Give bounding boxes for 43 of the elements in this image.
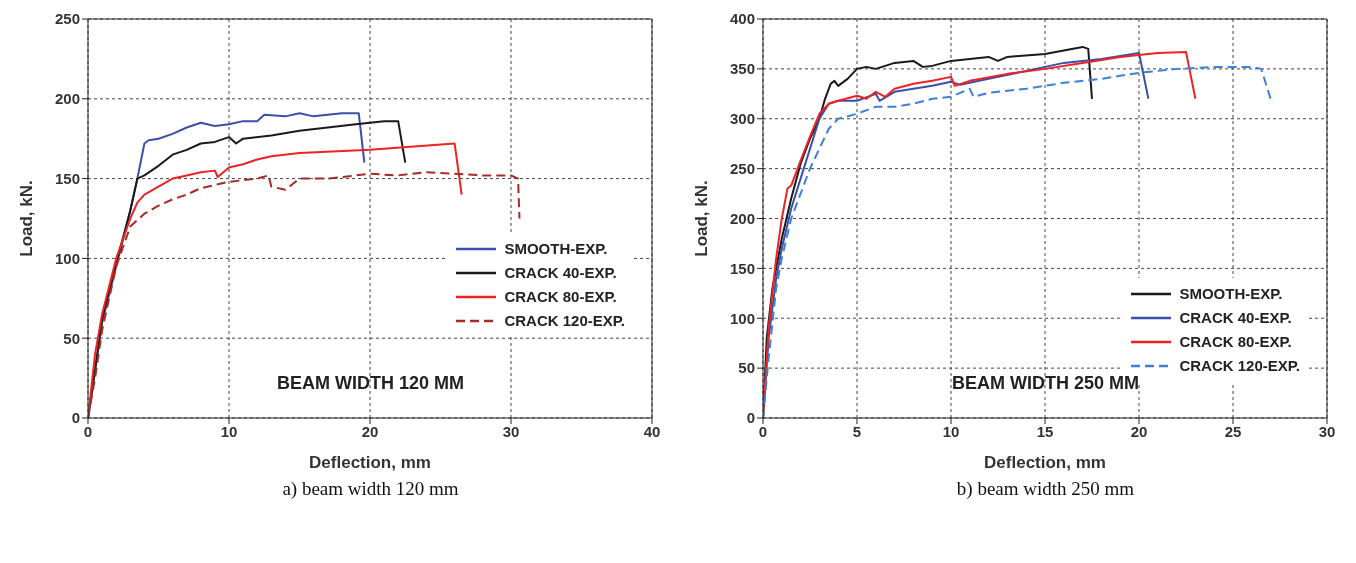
legend-label: CRACK 80-EXP. [1179, 332, 1292, 352]
y-tick-label: 250 [54, 10, 80, 28]
x-axis-title: Deflection, mm [309, 453, 431, 472]
y-tick-label: 200 [54, 90, 80, 108]
x-tick-label: 30 [1318, 422, 1336, 440]
x-tick-label: 10 [942, 422, 960, 440]
legend-label: CRACK 120-EXP. [504, 311, 625, 331]
y-tick-label: 250 [729, 159, 755, 177]
x-tick-label: 40 [643, 422, 661, 440]
y-axis-title: Load, kN. [17, 180, 37, 257]
y-tick-label: 300 [729, 110, 755, 128]
text: a) beam width 120 mm [281, 478, 460, 500]
y-axis-title: Load, kN. [692, 180, 712, 257]
x-tick-label: 25 [1224, 422, 1242, 440]
y-tick-label: 100 [729, 309, 755, 327]
legend-label: SMOOTH-EXP. [1179, 284, 1283, 304]
legend-label: CRACK 80-EXP. [504, 287, 617, 307]
x-tick-label: 0 [83, 422, 93, 440]
y-tick-label: 100 [54, 249, 80, 267]
annotation: BEAM WIDTH 120 MM [276, 373, 465, 394]
y-tick-label: 150 [729, 259, 755, 277]
y-tick-label: 350 [729, 60, 755, 78]
y-tick-label: 400 [729, 10, 755, 28]
x-tick-label: 30 [502, 422, 520, 440]
x-tick-label: 20 [1130, 422, 1148, 440]
x-tick-label: 20 [361, 422, 379, 440]
legend-label: SMOOTH-EXP. [504, 239, 608, 259]
legend-label: CRACK 120-EXP. [1179, 356, 1300, 376]
y-tick-label: 200 [729, 209, 755, 227]
x-tick-label: 15 [1036, 422, 1054, 440]
annotation: BEAM WIDTH 250 MM [951, 373, 1140, 394]
legend-label: CRACK 40-EXP. [1179, 308, 1292, 328]
text: b) beam width 250 mm [955, 478, 1136, 500]
y-tick-label: 0 [71, 409, 80, 427]
y-tick-label: 0 [746, 409, 755, 427]
y-tick-label: 50 [63, 329, 80, 347]
x-tick-label: 10 [220, 422, 238, 440]
y-tick-label: 50 [738, 359, 755, 377]
legend-label: CRACK 40-EXP. [504, 263, 617, 283]
x-tick-label: 5 [852, 422, 862, 440]
y-tick-label: 150 [54, 169, 80, 187]
x-tick-label: 0 [758, 422, 768, 440]
x-axis-title: Deflection, mm [984, 453, 1106, 472]
